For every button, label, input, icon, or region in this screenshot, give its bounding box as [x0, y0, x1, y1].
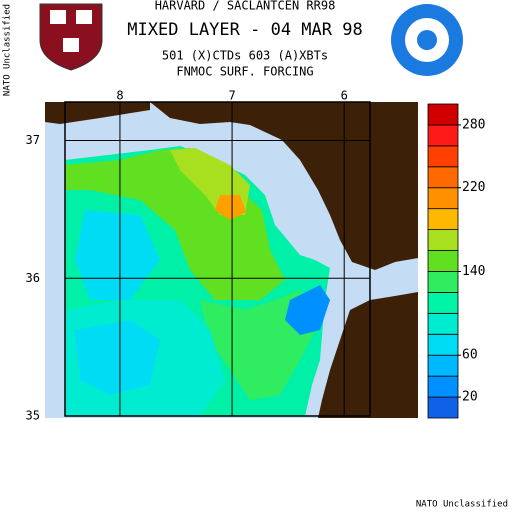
- colorbar-swatch: [427, 124, 459, 147]
- colorbar-tick-label: 60: [462, 348, 478, 363]
- colorbar-swatch: [427, 291, 459, 314]
- colorbar-swatch: [427, 396, 459, 419]
- colorbar-swatch: [427, 333, 459, 356]
- lat-tick-label: 36: [26, 271, 40, 285]
- lat-tick-label: 35: [26, 409, 40, 423]
- colorbar-tick-label: 20: [462, 390, 478, 405]
- colorbar-tick-label: 140: [462, 264, 485, 279]
- colorbar-swatch: [427, 145, 459, 168]
- colorbar-swatch: [427, 208, 459, 231]
- colorbar-swatch: [427, 375, 459, 398]
- colorbar: 20 60 140 220 280: [427, 103, 485, 419]
- lat-tick-label: 37: [26, 133, 40, 147]
- map-axes: 8 7 6 37 36 35: [26, 89, 370, 423]
- colorbar-tick-label: 220: [462, 180, 485, 195]
- classification: NATO Unclassified: [3, 4, 13, 96]
- nato-logo: [391, 4, 463, 76]
- lon-tick-label: 7: [228, 89, 235, 103]
- colorbar-swatch: [427, 354, 459, 377]
- classification: NATO Unclassified: [416, 500, 508, 510]
- lon-tick-label: 8: [116, 89, 123, 103]
- colorbar-swatch: [427, 312, 459, 335]
- harvard-logo: [39, 3, 103, 71]
- colorbar-swatch: [427, 229, 459, 251]
- colorbar-swatch: [427, 271, 459, 293]
- header-line: HARVARD / SACLANTCEN RR98: [155, 0, 336, 13]
- colorbar-swatch: [427, 187, 459, 210]
- map-area: [45, 101, 418, 418]
- header-line: FNMOC SURF. FORCING: [176, 65, 313, 79]
- lon-tick-label: 6: [341, 89, 348, 103]
- title: MIXED LAYER - 04 MAR 98: [127, 20, 362, 40]
- colorbar-tick-label: 280: [462, 117, 485, 132]
- colorbar-swatch: [427, 250, 459, 272]
- colorbar-swatch: [427, 103, 459, 126]
- colorbar-swatch: [427, 166, 459, 189]
- header-line: 501 (X)CTDs 603 (A)XBTs: [162, 49, 328, 63]
